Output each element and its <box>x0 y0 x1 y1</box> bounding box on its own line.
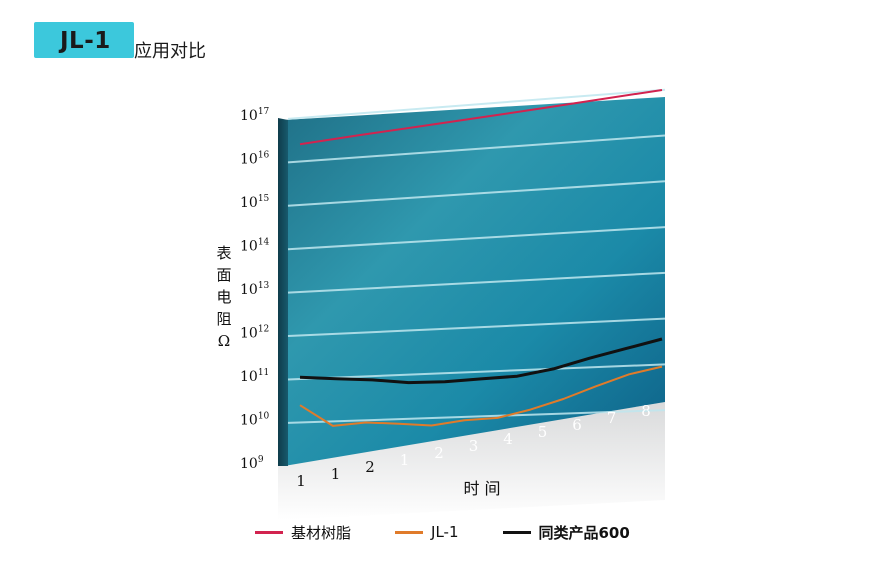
x-tick-label: 7 <box>607 409 617 427</box>
series-line-similar-600 <box>299 337 663 385</box>
x-axis-ticks: 1 1 2 1 2 3 4 5 6 7 8 <box>296 402 651 490</box>
x-tick-label: 8 <box>641 402 651 420</box>
y-axis-label-char: 表 <box>216 244 231 262</box>
y-tick-label: 1017 <box>240 107 270 124</box>
legend-label-jl1: JL-1 <box>431 523 459 541</box>
title-text: 应用对比 <box>134 41 206 62</box>
gridline <box>287 180 666 207</box>
legend-item-base-resin: 基材树脂 <box>255 522 351 543</box>
x-tick-label: 1 <box>331 465 341 483</box>
legend-item-similar-600: 同类产品600 <box>502 522 630 543</box>
y-tick-label: 1010 <box>240 412 270 429</box>
y-tick-label: 1014 <box>240 238 270 255</box>
title-badge <box>34 22 134 58</box>
legend-swatch-base-resin <box>255 530 283 534</box>
y-tick-label: 109 <box>240 455 264 472</box>
legend-label-base-resin: 基材树脂 <box>291 523 352 542</box>
legend-swatch-jl1 <box>395 530 424 534</box>
gridlines <box>287 88 666 424</box>
legend-swatch-similar-600 <box>502 530 531 534</box>
series-line-base-resin <box>299 89 663 146</box>
x-axis-label: 时 间 <box>463 479 500 498</box>
series-lines <box>299 89 663 427</box>
y-axis-label-char: 电 <box>216 288 231 306</box>
gridline <box>287 317 666 338</box>
legend: 基材树脂 JL-1 同类产品600 <box>255 520 674 544</box>
chart-background <box>284 97 665 466</box>
legend-item-jl1: JL-1 <box>395 523 459 541</box>
y-tick-label: 1016 <box>240 151 270 168</box>
y-tick-label: 1011 <box>240 368 269 385</box>
x-tick-label: 2 <box>365 458 375 476</box>
y-axis-label-char: 阻 <box>216 310 231 328</box>
x-tick-label: 1 <box>400 451 410 469</box>
gridline <box>287 363 666 381</box>
title-code: JL-1 <box>60 28 111 54</box>
y-tick-label: 1015 <box>240 194 270 211</box>
x-tick-label: 2 <box>434 444 444 462</box>
x-tick-label: 4 <box>503 430 513 448</box>
gridline <box>287 226 666 251</box>
series-line-jl1 <box>299 365 663 427</box>
gridline <box>287 88 666 120</box>
gridline <box>287 134 666 164</box>
y-axis-label-char: 面 <box>216 266 231 284</box>
y-axis-ticks: 109 1010 1011 1012 1013 1014 1015 1016 1017 <box>240 107 270 472</box>
x-tick-label: 1 <box>296 472 306 490</box>
y-tick-label: 1012 <box>240 325 269 342</box>
x-tick-label: 3 <box>469 437 479 455</box>
legend-label-similar-600: 同类产品600 <box>538 523 630 542</box>
y-tick-label: 1013 <box>240 281 270 298</box>
gridline <box>287 271 666 294</box>
x-tick-label: 5 <box>538 423 548 441</box>
x-tick-label: 6 <box>572 416 582 434</box>
gridline <box>287 409 666 424</box>
chart-floor <box>278 402 665 520</box>
chart-side-wall <box>278 118 288 466</box>
y-axis-label-char: Ω <box>218 332 230 350</box>
